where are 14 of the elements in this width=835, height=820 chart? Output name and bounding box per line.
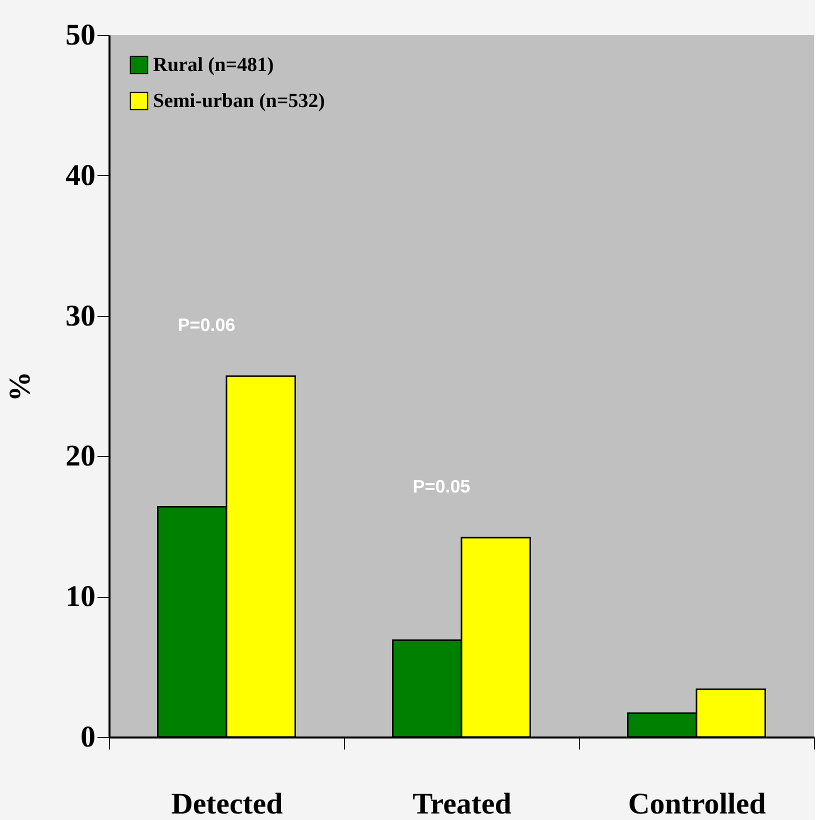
legend-label: Semi-urban (n=532) [153, 90, 325, 112]
y-tick-label: 50 [66, 18, 96, 52]
legend-label: Rural (n=481) [153, 54, 274, 76]
y-tick-label: 0 [80, 720, 96, 754]
annotation: P=0.05 [412, 476, 470, 497]
y-tick-label: 30 [66, 299, 96, 332]
annotation: P=0.06 [178, 315, 236, 336]
x-tick-label: Detected [171, 788, 284, 820]
x-tick-label: Treated [412, 788, 512, 820]
y-tick-label: 10 [66, 580, 96, 614]
y-axis-title: % [4, 372, 36, 402]
y-tick-label: 20 [66, 440, 96, 473]
x-tick-label: Controlled [628, 788, 766, 820]
y-tick-label: 40 [66, 158, 96, 192]
